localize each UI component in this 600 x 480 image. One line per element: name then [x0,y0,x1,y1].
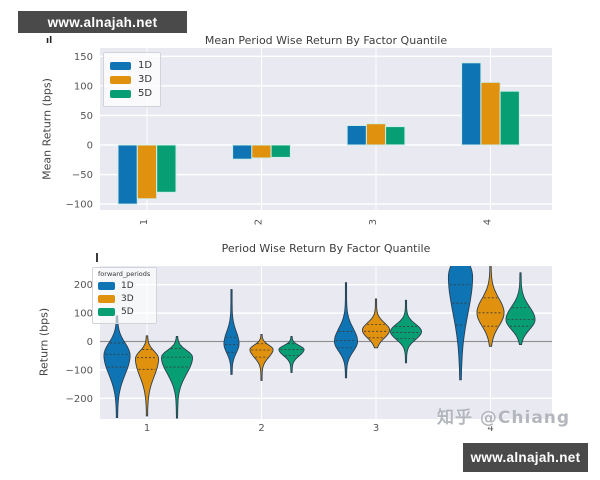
legend-row: 5D [98,307,150,317]
legend-swatch-1d [98,282,115,290]
violin-q3-5D [389,299,423,364]
violin-q2-3D [249,333,274,381]
svg-text:200: 200 [74,280,93,291]
watermark-chiang: 知乎 @Chiang [437,408,571,428]
bar-q2-1D [232,144,253,160]
watermark-banner-top: www.alnajah.net [18,11,187,33]
bar-chart-ylabel: Mean Return (bps) [40,78,54,180]
legend-row: 3D [98,294,150,304]
legend-swatch-1d [110,61,131,70]
svg-text:50: 50 [80,111,93,122]
svg-text:3: 3 [373,423,379,434]
legend-row: 1D [98,281,150,291]
svg-text:2: 2 [258,423,264,434]
legend-label-3d: 3D [121,294,134,304]
y-tick-labels: 150 100 50 0 −50 −100 [66,52,93,211]
y-tick-labels: 200 100 0 −100 −200 [66,280,93,405]
svg-text:1: 1 [139,219,150,225]
legend-label-1d: 1D [138,60,153,71]
legend-label-3d: 3D [138,74,153,85]
legend-swatch-3d [98,295,115,303]
svg-text:−200: −200 [66,394,93,405]
watermark-banner-bottom: www.alnajah.net [463,443,588,472]
violin-chart-legend: forward_periods 1D 3D 5D [92,267,158,324]
violin-chart-ylabel: Return (bps) [37,307,51,377]
svg-text:0: 0 [87,140,93,151]
violin-q2-1D [223,289,240,375]
violin-q1-3D [134,335,160,417]
bar-q4-3D [480,81,501,146]
bar-plot-area: 150 100 50 0 −50 −100 1 2 3 4 [66,48,552,225]
violin-q4-5D [505,272,536,346]
bar-q4-5D [499,90,520,146]
svg-text:−100: −100 [66,200,93,211]
legend-label-5d: 5D [138,88,153,99]
legend-label-5d: 5D [121,307,134,317]
bar-q2-5D [270,144,291,158]
violin-q2-5D [278,335,305,373]
violin-chart-title: Period Wise Return By Factor Quantile [221,242,431,255]
svg-text:−50: −50 [72,170,93,181]
svg-text:2: 2 [254,219,265,225]
stray-mark [96,253,98,262]
bar-q1-5D [156,144,177,193]
corner-glyph: ıl [46,36,53,46]
bars [117,62,520,205]
x-tick-labels: 1 2 3 4 [144,423,494,434]
svg-text:0: 0 [87,337,93,348]
legend-title: forward_periods [98,270,151,278]
svg-text:100: 100 [74,81,93,92]
svg-text:4: 4 [487,423,493,434]
bar-chart-legend: 1D 3D 5D [103,52,162,107]
legend-label-1d: 1D [121,281,134,291]
svg-text:3: 3 [368,219,379,225]
bar-q3-3D [365,123,387,146]
violin-q4-1D [447,266,474,381]
svg-text:−100: −100 [66,365,93,376]
svg-text:100: 100 [74,309,93,320]
bar-q1-1D [117,144,138,205]
bar-q1-3D [136,144,158,200]
bar-q3-5D [385,126,406,146]
bar-q2-3D [251,144,272,159]
svg-text:1: 1 [144,423,150,434]
x-tick-labels: 1 2 3 4 [139,219,494,225]
violin-plot-area: 200 100 0 −100 −200 1 2 3 4 [66,266,552,434]
plot-background [100,266,552,419]
bar-chart-title: Mean Period Wise Return By Factor Quanti… [204,34,448,47]
svg-text:150: 150 [74,52,93,63]
watermark-url-top: www.alnajah.net [47,14,158,30]
legend-row: 5D [110,88,152,99]
watermark-url-bottom: www.alnajah.net [470,450,581,465]
svg-text:4: 4 [483,219,494,225]
violin-q3-3D [361,298,391,349]
bar-q3-1D [346,125,367,146]
violins [103,266,536,419]
legend-swatch-5d [110,89,131,98]
legend-row: 1D [110,60,152,71]
legend-swatch-3d [110,75,131,84]
bar-q4-1D [461,62,482,146]
legend-row: 3D [110,74,152,85]
legend-swatch-5d [98,308,115,316]
violin-q3-1D [334,282,358,379]
